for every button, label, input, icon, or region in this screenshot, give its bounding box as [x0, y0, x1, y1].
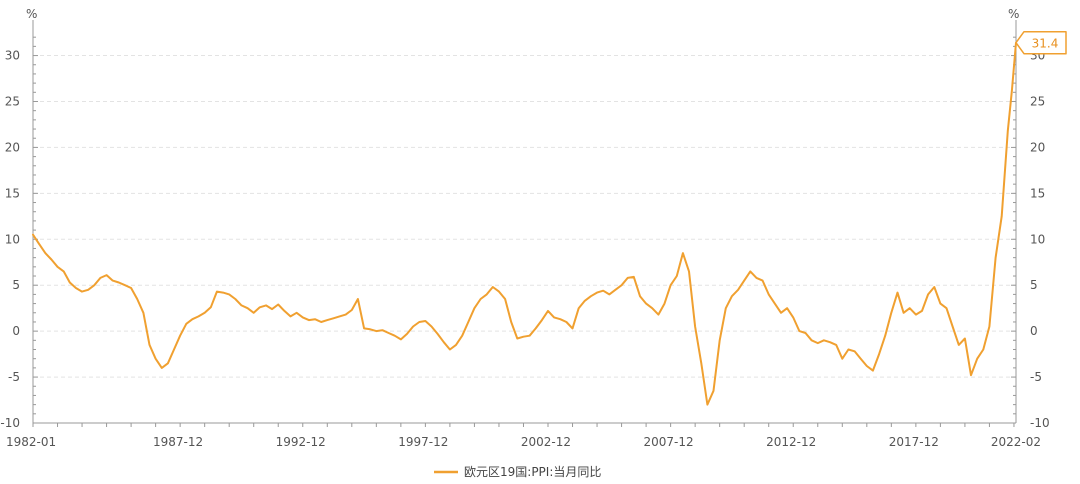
y-tick-label-left: -5: [8, 370, 20, 384]
y-tick-label-right: 0: [1030, 324, 1038, 338]
y-tick-label-left: 5: [12, 278, 20, 292]
ppi-series-line: [32, 41, 1017, 406]
y-tick-label-left: 10: [5, 232, 20, 246]
x-tick-label: 2022-02: [991, 435, 1041, 449]
series-layer: [32, 41, 1017, 406]
x-tick-label: 2007-12: [644, 435, 694, 449]
callout-label: 31.4: [1032, 37, 1059, 51]
x-tick-label: 1992-12: [276, 435, 326, 449]
y-unit-left: %: [26, 7, 37, 21]
y-tick-label-right: 5: [1030, 278, 1038, 292]
y-tick-label-left: -10: [0, 416, 20, 430]
legend: 欧元区19国:PPI:当月同比: [434, 465, 601, 479]
callout-box: [1015, 30, 1067, 55]
x-tick-label: 1982-01: [6, 435, 56, 449]
y-unit-right: %: [1008, 7, 1019, 21]
x-tick-label: 1987-12: [153, 435, 203, 449]
y-tick-label-left: 25: [5, 94, 20, 108]
y-tick-label-right: -10: [1030, 416, 1050, 430]
y-tick-label-left: 15: [5, 186, 20, 200]
y-tick-label-right: 25: [1030, 94, 1045, 108]
gridlines: [33, 55, 1016, 424]
y-tick-label-right: 10: [1030, 232, 1045, 246]
x-tick-label: 1997-12: [398, 435, 448, 449]
y-tick-label-left: 0: [12, 324, 20, 338]
y-tick-label-left: 30: [5, 49, 20, 63]
x-tick-label: 2017-12: [889, 435, 939, 449]
y-tick-label-right: -5: [1030, 370, 1042, 384]
x-tick-label: 2002-12: [521, 435, 571, 449]
y-tick-label-right: 15: [1030, 186, 1045, 200]
y-tick-label-left: 20: [5, 140, 20, 154]
y-tick-label-right: 20: [1030, 140, 1045, 154]
value-callout: 31.4: [1015, 30, 1067, 55]
legend-label: 欧元区19国:PPI:当月同比: [464, 465, 601, 479]
x-tick-label: 2012-12: [766, 435, 816, 449]
